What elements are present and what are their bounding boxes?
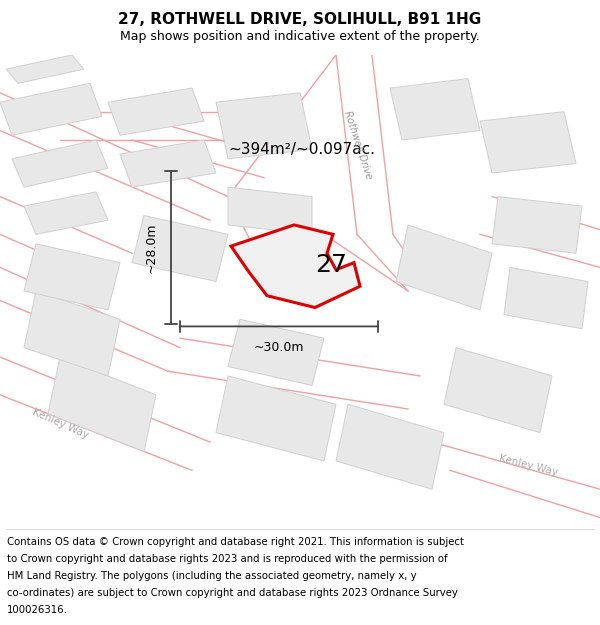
Text: 27, ROTHWELL DRIVE, SOLIHULL, B91 1HG: 27, ROTHWELL DRIVE, SOLIHULL, B91 1HG	[118, 12, 482, 27]
Text: 27: 27	[314, 253, 347, 278]
Polygon shape	[228, 187, 312, 234]
Text: Rothwell Drive: Rothwell Drive	[343, 109, 374, 180]
Text: Contains OS data © Crown copyright and database right 2021. This information is : Contains OS data © Crown copyright and d…	[7, 537, 464, 547]
Text: ~394m²/~0.097ac.: ~394m²/~0.097ac.	[228, 142, 375, 157]
Text: ~30.0m: ~30.0m	[254, 341, 304, 354]
Polygon shape	[336, 404, 444, 489]
Polygon shape	[492, 197, 582, 253]
Polygon shape	[12, 140, 108, 187]
Text: Map shows position and indicative extent of the property.: Map shows position and indicative extent…	[120, 30, 480, 43]
Text: Kenley Way: Kenley Way	[497, 454, 559, 478]
Text: HM Land Registry. The polygons (including the associated geometry, namely x, y: HM Land Registry. The polygons (includin…	[7, 571, 417, 581]
Polygon shape	[6, 55, 84, 83]
Text: Kenley Way: Kenley Way	[31, 406, 89, 440]
Polygon shape	[132, 216, 228, 281]
Polygon shape	[0, 83, 102, 135]
Text: 100026316.: 100026316.	[7, 606, 68, 616]
Text: co-ordinates) are subject to Crown copyright and database rights 2023 Ordnance S: co-ordinates) are subject to Crown copyr…	[7, 588, 458, 598]
Polygon shape	[120, 140, 216, 187]
Polygon shape	[48, 357, 156, 451]
Polygon shape	[228, 319, 324, 386]
Polygon shape	[24, 291, 120, 376]
Polygon shape	[480, 112, 576, 173]
Text: ~28.0m: ~28.0m	[145, 222, 158, 272]
Polygon shape	[444, 348, 552, 432]
Polygon shape	[216, 92, 312, 159]
Polygon shape	[396, 225, 492, 310]
Polygon shape	[216, 376, 336, 461]
Text: to Crown copyright and database rights 2023 and is reproduced with the permissio: to Crown copyright and database rights 2…	[7, 554, 448, 564]
Polygon shape	[231, 225, 360, 308]
Polygon shape	[24, 244, 120, 310]
Polygon shape	[24, 192, 108, 234]
Polygon shape	[108, 88, 204, 135]
Polygon shape	[390, 79, 480, 140]
Polygon shape	[504, 268, 588, 329]
